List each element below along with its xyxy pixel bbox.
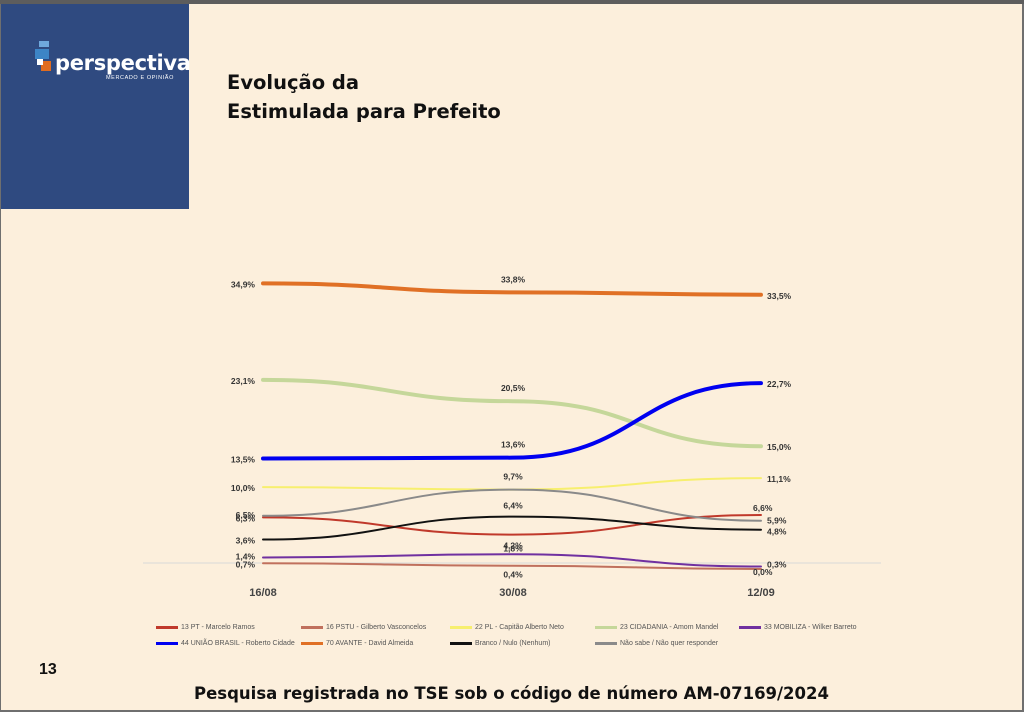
- data-labels-layer: 6,3% 4,2% 6,6% 0,7% 0,4% 0,0% 10,0% 11,1% 23,1% 2…: [231, 274, 792, 579]
- series-line-8: [262, 488, 762, 522]
- slide: perspectiva MERCADO E OPINIÃO Evolução d…: [1, 4, 1022, 710]
- data-label: 13,6%: [501, 440, 526, 450]
- x-tick-label: 16/08: [249, 587, 277, 599]
- title-line-2: Estimulada para Prefeito: [227, 100, 501, 123]
- legend-item: 70 AVANTE - David Almeida: [301, 637, 413, 649]
- data-label: 11,1%: [767, 474, 791, 484]
- logo-icon: [35, 41, 51, 71]
- line-chart: 6,3% 4,2% 6,6% 0,7% 0,4% 0,0% 10,0% 11,1% 23,1% 2…: [143, 274, 881, 599]
- legend-item: 33 MOBILIZA - Wilker Barreto: [739, 621, 857, 633]
- legend-swatch: [301, 625, 323, 629]
- data-label: 6,3%: [236, 513, 256, 523]
- legend: 13 PT - Marcelo Ramos 16 PSTU - Gilberto …: [1, 4, 1022, 710]
- series-line-0: [262, 513, 762, 536]
- data-label: 22,7%: [767, 379, 792, 389]
- data-label: 9,7%: [503, 472, 523, 482]
- data-label: 0,7%: [236, 559, 256, 569]
- footer-registration-note: Pesquisa registrada no TSE sob o código …: [194, 684, 829, 703]
- legend-item: 16 PSTU - Gilberto Vasconcelos: [301, 621, 426, 633]
- data-label: 6,4%: [503, 501, 523, 511]
- data-label: 0,3%: [767, 560, 787, 570]
- data-label: 0,0%: [753, 567, 773, 577]
- series-line-3: [261, 377, 763, 449]
- data-label: 33,8%: [501, 274, 526, 284]
- data-label: 4,2%: [503, 541, 523, 551]
- legend-swatch: [156, 641, 178, 645]
- data-label: 20,5%: [501, 383, 526, 393]
- data-label: 10,0%: [231, 483, 256, 493]
- legend-item: 22 PL - Capitão Alberto Neto: [450, 621, 564, 633]
- data-label: 1,4%: [236, 552, 256, 562]
- series-line-6: [261, 281, 763, 297]
- brand-name: perspectiva: [55, 51, 191, 75]
- legend-swatch: [156, 625, 178, 629]
- data-label: 6,5%: [236, 510, 256, 520]
- legend-item: 44 UNIÃO BRASIL - Roberto Cidade: [156, 637, 295, 649]
- data-label: 4,8%: [767, 527, 787, 537]
- brand-tagline: MERCADO E OPINIÃO: [106, 75, 174, 81]
- legend-swatch: [739, 625, 761, 629]
- legend-label: 44 UNIÃO BRASIL - Roberto Cidade: [181, 639, 295, 647]
- x-tick-label: 12/09: [747, 587, 775, 599]
- data-label: 5,9%: [767, 516, 787, 526]
- legend-item: 23 CIDADANIA - Amom Mandel: [595, 621, 718, 633]
- page-number: 13: [39, 661, 57, 678]
- legend-item: Não sabe / Não quer responder: [595, 637, 718, 649]
- legend-swatch: [595, 625, 617, 629]
- legend-label: 23 CIDADANIA - Amom Mandel: [620, 623, 719, 631]
- legend-label: 22 PL - Capitão Alberto Neto: [475, 623, 564, 631]
- data-label: 23,1%: [231, 376, 256, 386]
- legend-label: 33 MOBILIZA - Wilker Barreto: [764, 623, 857, 631]
- slide-title: Evolução da Estimulada para Prefeito: [227, 68, 501, 126]
- legend-label: Branco / Nulo (Nenhum): [475, 639, 551, 647]
- legend-item: 13 PT - Marcelo Ramos: [156, 621, 255, 633]
- legend-swatch: [450, 641, 472, 645]
- legend-label: 16 PSTU - Gilberto Vasconcelos: [326, 623, 427, 631]
- data-label: 34,9%: [231, 279, 256, 289]
- window-top-border: [0, 0, 1024, 4]
- legend-label: 70 AVANTE - David Almeida: [326, 639, 414, 647]
- series-line-4: [262, 553, 762, 568]
- title-line-1: Evolução da: [227, 71, 360, 94]
- series-layer: [261, 281, 763, 570]
- data-label: 13,5%: [231, 454, 256, 464]
- data-label: 0,4%: [503, 570, 523, 580]
- data-label: 15,0%: [767, 442, 792, 452]
- series-line-5: [261, 381, 763, 461]
- legend-swatch: [595, 641, 617, 645]
- legend-swatch: [301, 641, 323, 645]
- data-label: 6,6%: [753, 503, 773, 513]
- x-tick-label: 30/08: [499, 587, 527, 599]
- legend-label: Não sabe / Não quer responder: [620, 639, 719, 647]
- logo-panel: perspectiva MERCADO E OPINIÃO: [1, 4, 191, 209]
- legend-item: Branco / Nulo (Nenhum): [450, 637, 550, 649]
- legend-swatch: [450, 625, 472, 629]
- series-line-7: [262, 515, 762, 541]
- series-line-1: [262, 562, 762, 570]
- data-label: 1,8%: [503, 543, 523, 553]
- data-label: 3,6%: [236, 536, 256, 546]
- x-ticks-layer: 16/08 30/08 12/09: [249, 587, 775, 599]
- legend-label: 13 PT - Marcelo Ramos: [181, 623, 255, 631]
- data-label: 33,5%: [767, 291, 792, 301]
